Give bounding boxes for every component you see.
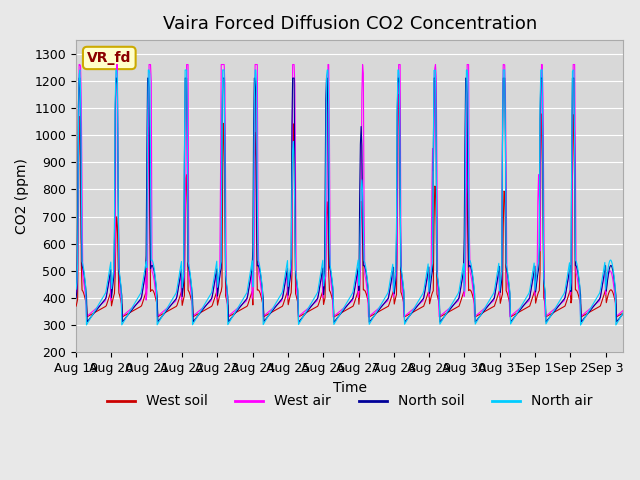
Y-axis label: CO2 (ppm): CO2 (ppm): [15, 158, 29, 234]
Text: VR_fd: VR_fd: [87, 51, 131, 65]
Title: Vaira Forced Diffusion CO2 Concentration: Vaira Forced Diffusion CO2 Concentration: [163, 15, 537, 33]
Legend: West soil, West air, North soil, North air: West soil, West air, North soil, North a…: [101, 389, 598, 414]
X-axis label: Time: Time: [333, 381, 367, 395]
